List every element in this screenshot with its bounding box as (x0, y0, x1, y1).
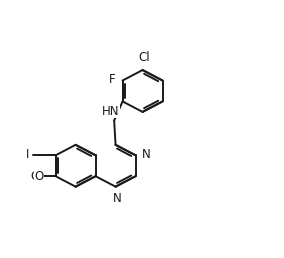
Text: Cl: Cl (138, 51, 150, 64)
Text: N: N (142, 148, 151, 160)
Text: N: N (112, 192, 121, 205)
Text: I: I (26, 148, 29, 161)
Text: F: F (109, 73, 116, 86)
Text: O: O (30, 170, 39, 183)
Text: O: O (34, 170, 44, 183)
Text: HN: HN (102, 104, 120, 117)
